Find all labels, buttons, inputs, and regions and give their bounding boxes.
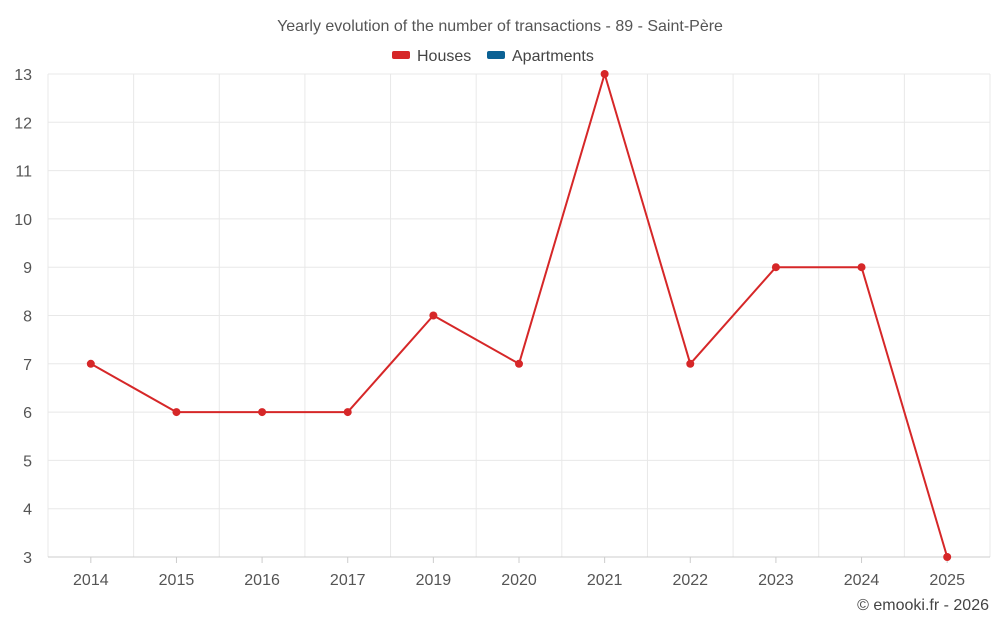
data-point[interactable] (172, 408, 181, 417)
data-point[interactable] (343, 408, 352, 417)
y-tick-label: 3 (23, 550, 32, 567)
legend-label-apartments: Apartments (512, 48, 594, 65)
x-axis: 2014 2015 2016 2017 2019 2020 2021 2022 2023 2024… (73, 557, 965, 589)
x-tick-label: 2020 (501, 572, 537, 589)
legend-item-houses[interactable]: Houses (392, 48, 471, 65)
x-tick-label: 2014 (73, 572, 109, 589)
data-point[interactable] (771, 263, 780, 272)
x-tick-label: 2016 (244, 572, 280, 589)
y-tick-label: 10 (14, 212, 32, 229)
x-tick-label: 2022 (672, 572, 708, 589)
y-tick-label: 13 (14, 67, 32, 84)
legend-swatch-apartments (487, 51, 505, 59)
series (86, 70, 952, 561)
y-tick-label: 9 (23, 260, 32, 277)
data-point[interactable] (515, 359, 523, 368)
y-tick-label: 8 (23, 309, 32, 326)
y-tick-label: 4 (23, 502, 32, 519)
y-tick-label: 12 (14, 115, 32, 132)
data-point[interactable] (857, 263, 866, 272)
y-tick-label: 5 (23, 453, 32, 470)
x-tick-label: 2024 (844, 572, 880, 589)
x-tick-label: 2025 (929, 572, 965, 589)
x-tick-label: 2019 (416, 572, 452, 589)
credit-text: © emooki.fr - 2026 (857, 597, 989, 614)
chart-title: Yearly evolution of the number of transa… (277, 18, 723, 35)
data-point[interactable] (258, 408, 267, 417)
legend-label-houses: Houses (417, 48, 471, 65)
y-tick-label: 11 (15, 164, 32, 181)
legend: Houses Apartments (392, 48, 594, 65)
x-tick-label: 2023 (758, 572, 794, 589)
data-point[interactable] (686, 359, 695, 368)
grid (47, 73, 991, 558)
data-point[interactable] (600, 70, 609, 78)
data-point[interactable] (943, 553, 952, 561)
y-tick-label: 7 (23, 357, 32, 374)
legend-swatch-houses (392, 51, 410, 59)
y-axis: 3 4 5 6 7 8 9 10 11 12 13 (14, 67, 32, 567)
data-point[interactable] (429, 311, 438, 320)
x-tick-label: 2021 (587, 572, 623, 589)
x-tick-label: 2015 (159, 572, 195, 589)
x-tick-label: 2017 (330, 572, 366, 589)
legend-item-apartments[interactable]: Apartments (487, 48, 594, 65)
data-point[interactable] (86, 359, 95, 368)
y-tick-label: 6 (23, 405, 32, 422)
